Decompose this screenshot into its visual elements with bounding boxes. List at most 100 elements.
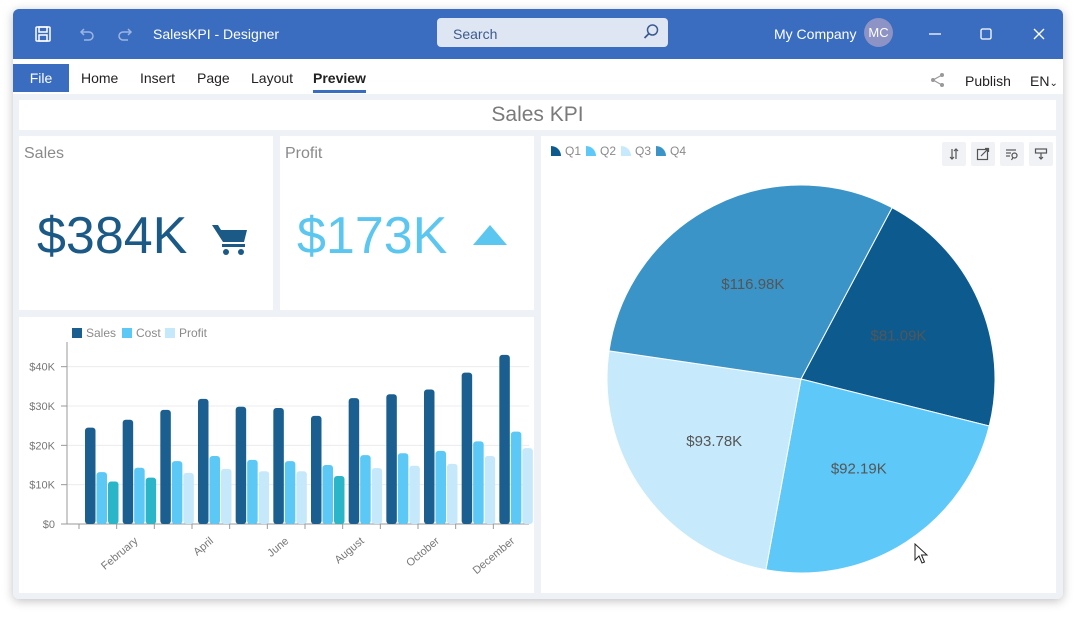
filter-search-icon[interactable]: [1000, 142, 1024, 166]
legend-item-q1[interactable]: Q1: [551, 144, 581, 158]
bar-cost-may[interactable]: [247, 459, 258, 524]
pie-chart: $81.09K $92.19K $93.78K $116.98K: [606, 184, 996, 574]
search-box[interactable]: [437, 18, 668, 49]
bar-sales-january[interactable]: [85, 427, 96, 524]
pie-data-label: $81.09K: [871, 328, 927, 345]
bar-profit-january[interactable]: [108, 481, 119, 524]
pie-slice-q4[interactable]: [608, 184, 893, 380]
bar-sales-february[interactable]: [122, 419, 134, 524]
redo-icon[interactable]: [116, 24, 136, 44]
sort-icon[interactable]: [942, 142, 966, 166]
pie-chart-panel[interactable]: Q1 Q2 Q3 Q4 $81.09K $92.19K $93.78K $116.98K: [541, 136, 1056, 593]
bar-profit-august[interactable]: [371, 468, 383, 524]
bar-cost-july[interactable]: [322, 465, 334, 524]
bar-cost-december[interactable]: [510, 431, 522, 524]
cart-icon: [211, 222, 249, 261]
save-icon[interactable]: [33, 24, 53, 44]
export-icon[interactable]: [971, 142, 995, 166]
bar-profit-may[interactable]: [258, 471, 270, 524]
drill-down-icon[interactable]: [1029, 142, 1053, 166]
bar-profit-march[interactable]: [183, 472, 194, 524]
bar-profit-october[interactable]: [447, 463, 458, 524]
bar-profit-december[interactable]: [522, 448, 533, 524]
legend-swatch: [586, 146, 596, 156]
menu-item-layout[interactable]: Layout: [251, 70, 294, 86]
legend-label: Profit: [179, 326, 208, 340]
dashboard-canvas: Sales KPI Sales $384K Profit $173K: [13, 94, 1063, 599]
legend-item-sales[interactable]: Sales: [72, 326, 116, 340]
file-menu-button[interactable]: File: [13, 64, 69, 92]
legend-item-q3[interactable]: Q3: [621, 144, 651, 158]
bar-cost-march[interactable]: [171, 461, 183, 524]
menu-item-insert[interactable]: Insert: [140, 70, 176, 86]
bar-profit-july[interactable]: [334, 476, 345, 524]
legend-item-profit[interactable]: Profit: [165, 326, 207, 340]
profit-card-title: Profit: [285, 145, 323, 162]
bar-cost-february[interactable]: [134, 467, 145, 524]
bar-sales-november[interactable]: [461, 372, 473, 524]
bar-sales-december[interactable]: [499, 354, 510, 524]
bar-profit-november[interactable]: [484, 455, 496, 524]
bar-cost-april[interactable]: [209, 455, 221, 524]
y-tick-label: $0: [43, 519, 55, 531]
language-label: EN: [1030, 73, 1050, 89]
bar-cost-january[interactable]: [96, 472, 108, 524]
legend-swatch: [621, 146, 631, 156]
pie-data-label: $116.98K: [721, 276, 784, 293]
bar-cost-september[interactable]: [397, 453, 409, 524]
bar-sales-october[interactable]: [424, 389, 435, 524]
bar-profit-june[interactable]: [296, 471, 307, 524]
close-icon[interactable]: [1029, 24, 1049, 44]
bar-profit-february[interactable]: [145, 477, 157, 524]
legend-item-cost[interactable]: Cost: [122, 326, 161, 340]
pie-slice-q3[interactable]: [606, 350, 802, 571]
avatar[interactable]: MC: [864, 18, 893, 47]
legend-item-q2[interactable]: Q2: [586, 144, 616, 158]
pie-slice-q1[interactable]: [800, 207, 996, 427]
menu-item-page[interactable]: Page: [197, 70, 230, 86]
menu-item-home[interactable]: Home: [81, 70, 119, 86]
bar-cost-june[interactable]: [284, 461, 296, 524]
language-selector[interactable]: EN⌄: [1030, 73, 1058, 89]
bar-sales-september[interactable]: [386, 394, 397, 524]
search-icon[interactable]: [642, 23, 660, 41]
bar-sales-march[interactable]: [160, 409, 171, 524]
legend-item-q4[interactable]: Q4: [656, 144, 686, 158]
publish-button[interactable]: Publish: [965, 73, 1011, 89]
designer-window: SalesKPI - Designer My Company MC File H…: [13, 9, 1063, 599]
legend-swatch: [551, 146, 561, 156]
x-tick-label: February: [99, 535, 141, 573]
sales-card[interactable]: Sales $384K: [19, 136, 273, 310]
search-input[interactable]: [451, 18, 635, 49]
bar-cost-august[interactable]: [360, 455, 371, 524]
undo-icon[interactable]: [76, 24, 96, 44]
bar-sales-july[interactable]: [311, 415, 322, 524]
maximize-icon[interactable]: [976, 24, 996, 44]
profit-value: $173K: [297, 207, 448, 265]
bar-cost-november[interactable]: [473, 441, 484, 524]
legend-label: Cost: [136, 326, 161, 340]
pie-data-label: $92.19K: [831, 461, 887, 478]
legend-swatch: [656, 146, 666, 156]
minimize-icon[interactable]: [925, 24, 945, 44]
bar-sales-may[interactable]: [235, 406, 247, 524]
company-name[interactable]: My Company: [774, 26, 857, 42]
y-tick-label: $30K: [29, 401, 55, 413]
title-bar: SalesKPI - Designer My Company MC: [13, 9, 1063, 59]
sales-value: $384K: [37, 207, 188, 265]
pie-slice-q2[interactable]: [765, 378, 990, 574]
bar-sales-april[interactable]: [198, 398, 209, 524]
bar-chart-panel[interactable]: Sales Cost Profit $0 $10K $20K $30K $40K Februa…: [19, 317, 534, 593]
profit-card[interactable]: Profit $173K: [280, 136, 534, 310]
legend-label: Q2: [600, 144, 617, 158]
menu-item-preview[interactable]: Preview: [313, 70, 366, 86]
bar-profit-april[interactable]: [221, 468, 232, 524]
bar-profit-september[interactable]: [409, 465, 420, 524]
x-tick-label: April: [191, 535, 216, 558]
pie-data-label: $93.78K: [686, 433, 742, 450]
y-tick-label: $10K: [29, 480, 55, 492]
share-icon[interactable]: [929, 71, 947, 89]
bar-sales-august[interactable]: [348, 398, 360, 524]
bar-sales-june[interactable]: [273, 407, 284, 524]
bar-cost-october[interactable]: [435, 450, 447, 524]
